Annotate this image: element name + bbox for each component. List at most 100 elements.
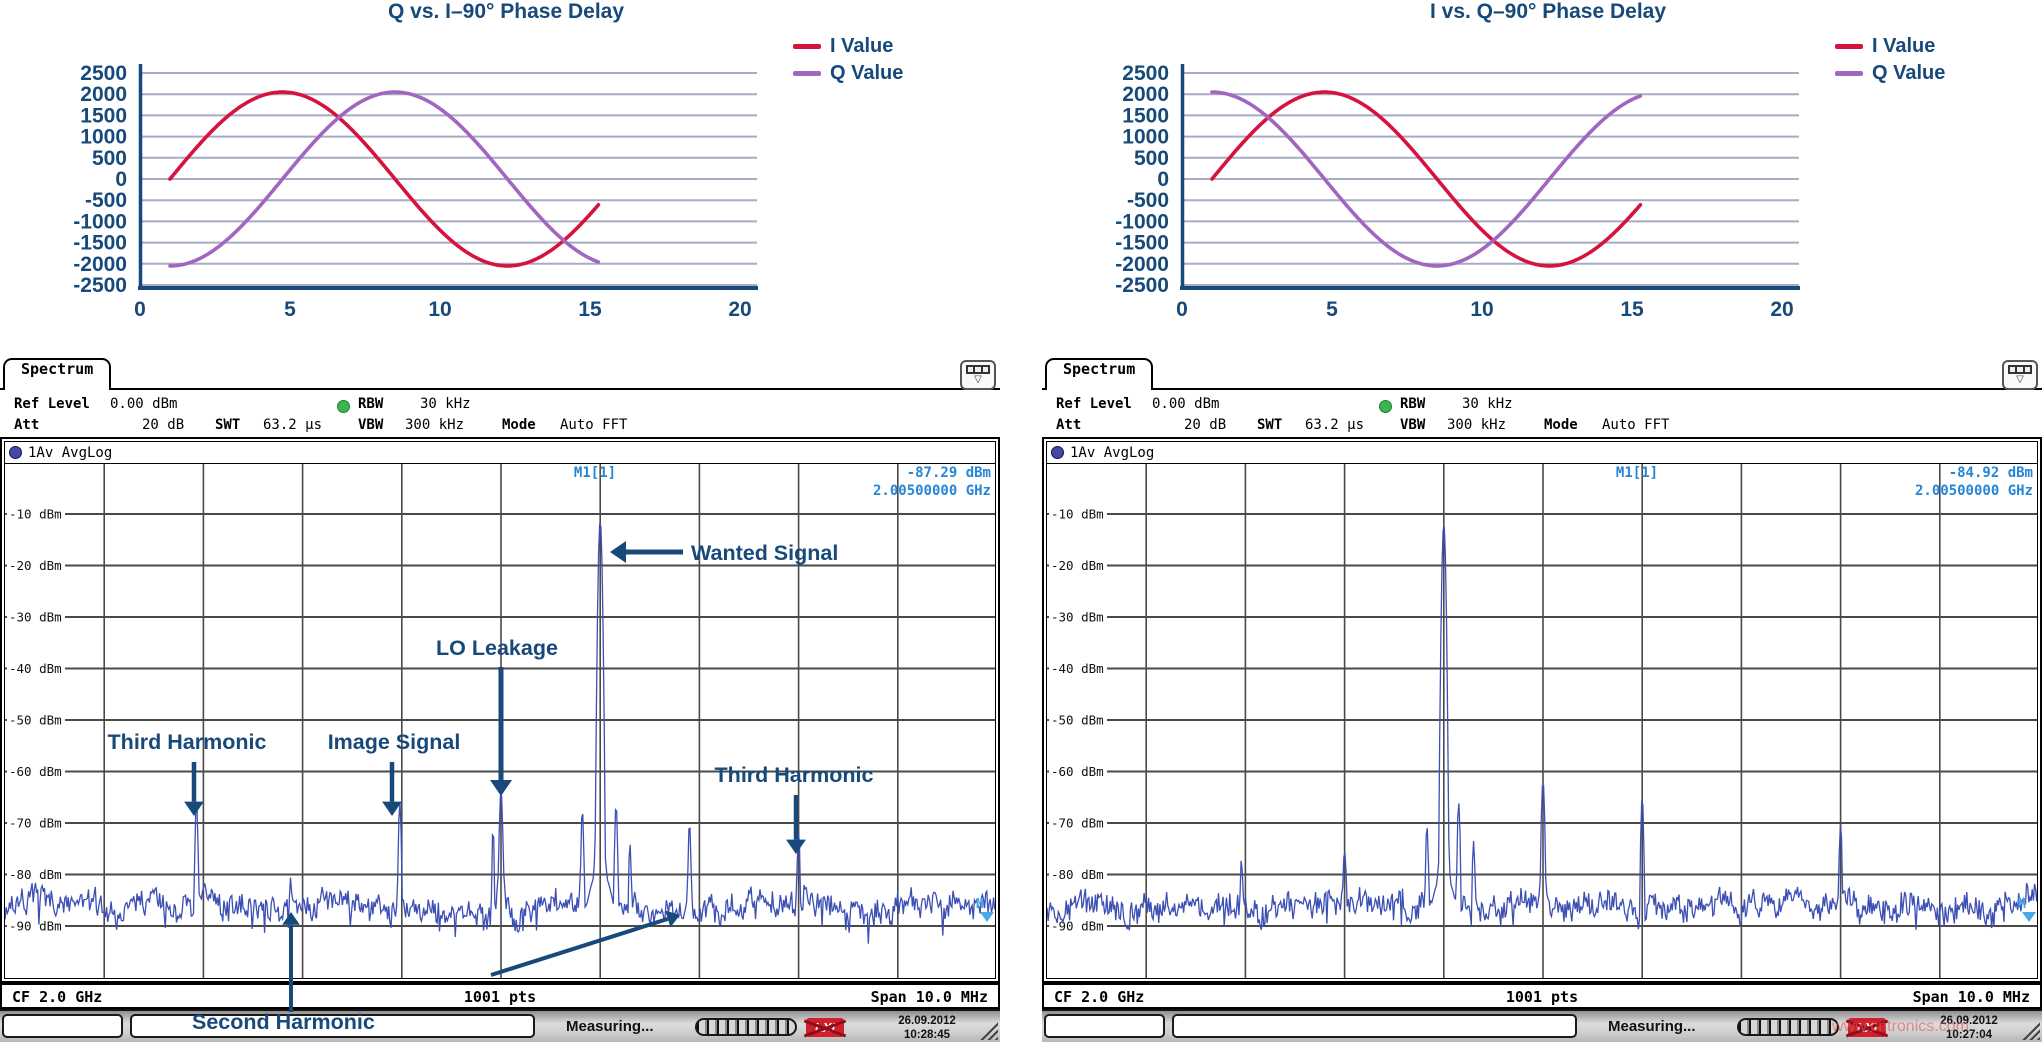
center-frequency: CF 2.0 GHz (12, 988, 103, 1006)
svg-text:1500: 1500 (80, 104, 127, 127)
svg-text:-1500: -1500 (1115, 232, 1169, 255)
progress-bar (1737, 1018, 1839, 1036)
date: 26.09.2012 (1940, 1015, 1998, 1027)
i-value-swatch (793, 44, 821, 49)
resize-grip-icon[interactable] (980, 1022, 998, 1040)
svg-text:1500: 1500 (1122, 104, 1169, 127)
svg-text:1000: 1000 (1122, 126, 1169, 149)
columns-icon (966, 365, 990, 374)
tab-spectrum[interactable]: Spectrum (3, 358, 112, 390)
iq-time-chart-right: 2500 2000 1500 1000 500 0 -500 -1000 -1500 -2000-… (1042, 0, 2042, 358)
datetime: 26.09.2012 10:28:45 (884, 1014, 970, 1043)
svg-text:M: M (976, 897, 984, 912)
center-frequency: CF 2.0 GHz (1054, 988, 1145, 1006)
swt-label: SWT (215, 417, 241, 433)
svg-text:-60 dBm: -60 dBm (1051, 764, 1104, 779)
softkey-box[interactable] (2, 1014, 123, 1038)
spectrum-display: 1Av AvgLog -10 dBm -20 dBm -30 dBm -40 dBm -… (0, 437, 1000, 983)
mode-value: Auto FFT (560, 417, 628, 433)
softkey-box[interactable] (130, 1014, 535, 1038)
svg-text:-80 dBm: -80 dBm (1051, 867, 1104, 882)
svg-text:0: 0 (1176, 298, 1188, 321)
legend-item-q: Q Value (793, 60, 903, 87)
svg-text:5: 5 (1326, 298, 1338, 321)
rbw-value: 30 kHz (420, 396, 471, 412)
svg-text:2.00500000 GHz: 2.00500000 GHz (1915, 483, 2033, 499)
lxi-error-icon: LXI (803, 1018, 847, 1037)
tab-row: Spectrum ▽ (0, 358, 1000, 390)
time: 10:27:04 (1945, 1029, 1993, 1042)
tab-spectrum[interactable]: Spectrum (1045, 358, 1154, 390)
svg-text:10: 10 (1470, 298, 1493, 321)
svg-text:-87.29 dBm: -87.29 dBm (907, 465, 991, 481)
vbw-value: 300 kHz (405, 417, 465, 433)
svg-text:-10 dBm: -10 dBm (9, 507, 62, 522)
svg-text:-2500: -2500 (1115, 274, 1169, 297)
mode-label: Mode (1544, 417, 1578, 433)
svg-text:10: 10 (428, 298, 451, 321)
time: 10:28:45 (903, 1029, 951, 1042)
chart-title: Q vs. I–90° Phase Delay (387, 0, 625, 23)
window-layout-icon[interactable]: ▽ (960, 360, 996, 390)
swt-value: 63.2 µs (1305, 417, 1365, 433)
svg-text:-70 dBm: -70 dBm (9, 816, 62, 831)
window-layout-icon[interactable]: ▽ (2002, 360, 2038, 390)
svg-text:15: 15 (1620, 298, 1644, 321)
iq-time-chart-svg: 25002000150010005000-500-1000-1500-2000-… (1115, 62, 1800, 321)
svg-text:2000: 2000 (1122, 83, 1169, 106)
svg-text:2500: 2500 (80, 62, 127, 85)
rbw-status-icon (337, 400, 350, 413)
softkey-box[interactable] (1044, 1014, 1165, 1038)
svg-text:-500: -500 (85, 189, 127, 212)
chart-title: I vs. Q–90° Phase Delay (1429, 0, 1667, 23)
span-value: Span 10.0 MHz (1912, 988, 2030, 1006)
q-value-swatch (793, 71, 821, 76)
svg-text:-1000: -1000 (73, 210, 127, 233)
svg-text:-50 dBm: -50 dBm (1051, 713, 1104, 728)
svg-text:15: 15 (578, 298, 602, 321)
mode-value: Auto FFT (1602, 417, 1670, 433)
svg-text:-10 dBm: -10 dBm (1051, 507, 1104, 522)
right-panel: 2500 2000 1500 1000 500 0 -500 -1000 -1500 -2000-… (1042, 0, 2042, 1042)
chevron-down-icon: ▽ (974, 374, 982, 385)
trace-dot-icon (1051, 446, 1064, 459)
chart-legend: I Value Q Value (1835, 33, 1945, 87)
svg-text:1000: 1000 (80, 126, 127, 149)
svg-text:-70 dBm: -70 dBm (1051, 816, 1104, 831)
svg-text:-30 dBm: -30 dBm (1051, 610, 1104, 625)
svg-text:Wanted Signal: Wanted Signal (691, 541, 838, 565)
softkey-box[interactable] (1172, 1014, 1577, 1038)
svg-text:-1000: -1000 (1115, 210, 1169, 233)
svg-text:-500: -500 (1127, 189, 1169, 212)
ref-level-label: Ref Level (1056, 396, 1132, 412)
vbw-label: VBW (358, 417, 384, 433)
chevron-down-icon: ▽ (2016, 374, 2024, 385)
status-bar: Measuring... LXI 26.09.2012 10:28:45 (0, 1009, 1000, 1042)
sweep-points: 1001 pts (463, 988, 537, 1006)
status-bar: Measuring... LXI 26.09.2012 10:27:04 www… (1042, 1009, 2042, 1042)
ref-level-value: 0.00 dBm (110, 396, 178, 412)
vbw-label: VBW (1400, 417, 1426, 433)
rbw-label: RBW (1400, 396, 1426, 412)
legend-item-q: Q Value (1835, 60, 1945, 87)
frequency-bar: CF 2.0 GHz 1001 pts Span 10.0 MHz (0, 983, 1000, 1009)
spectrum-plot-svg: -10 dBm -20 dBm -30 dBm -40 dBm -50 dBm -60 d… (5, 464, 995, 978)
settings-header: Ref Level 0.00 dBm RBW 30 kHz Att 20 dB … (0, 388, 1000, 439)
svg-text:0: 0 (115, 168, 127, 191)
ref-level-value: 0.00 dBm (1152, 396, 1220, 412)
chart-legend: I Value Q Value (793, 33, 903, 87)
svg-text:-80 dBm: -80 dBm (9, 867, 62, 882)
svg-text:-90 dBm: -90 dBm (9, 919, 62, 934)
tab-row: Spectrum ▽ (1042, 358, 2042, 390)
spectrum-plot-svg: -10 dBm -20 dBm -30 dBm -40 dBm -50 dBm -60 d… (1047, 464, 2037, 978)
svg-text:0: 0 (1157, 168, 1169, 191)
svg-text:-84.92 dBm: -84.92 dBm (1949, 465, 2033, 481)
spectrum-analyzer-right: Spectrum ▽ Ref Level 0.00 dBm RBW 30 kHz… (1042, 358, 2042, 1042)
svg-text:0: 0 (134, 298, 146, 321)
rbw-status-icon (1379, 400, 1392, 413)
legend-item-i: I Value (1835, 33, 1945, 60)
progress-bar (695, 1018, 797, 1036)
iq-time-chart-svg: 25002000150010005000-500-1000-1500-2000-… (73, 62, 758, 321)
resize-grip-icon[interactable] (2022, 1022, 2040, 1040)
trace-label: 1Av AvgLog (28, 444, 113, 461)
